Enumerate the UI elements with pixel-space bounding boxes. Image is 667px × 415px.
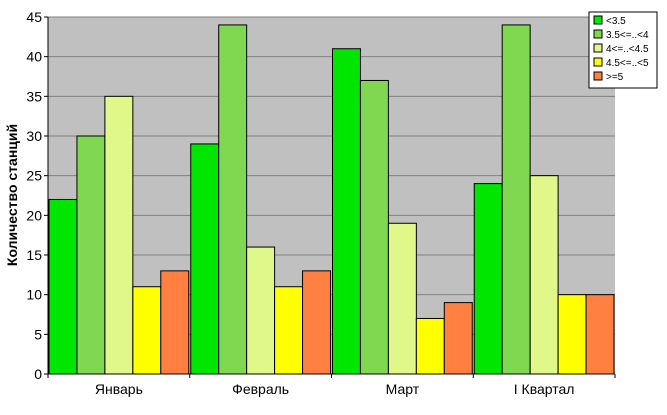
bar xyxy=(473,183,503,375)
bar xyxy=(332,48,361,375)
legend-swatch xyxy=(593,43,603,53)
y-tick-label: 30 xyxy=(26,128,42,144)
bar xyxy=(557,294,587,375)
bar xyxy=(48,198,78,375)
y-tick-label: 15 xyxy=(26,247,42,263)
bar xyxy=(76,135,106,375)
legend-swatch xyxy=(593,29,603,39)
y-tick-label: 5 xyxy=(34,326,42,342)
bar xyxy=(190,143,220,375)
bar xyxy=(274,286,304,375)
y-axis-ticks: 0 5 10 15 20 25 30 35 40 45 xyxy=(26,9,48,382)
bar xyxy=(585,294,615,375)
y-tick-label: 45 xyxy=(26,9,42,25)
legend-label: 3.5<=..<4 xyxy=(606,30,649,41)
legend-swatch xyxy=(593,57,603,67)
bar xyxy=(529,175,559,375)
x-tick-label: Январь xyxy=(95,381,143,397)
bar xyxy=(218,24,248,375)
y-tick-label: 10 xyxy=(26,287,42,303)
x-tick-label: Февраль xyxy=(232,381,289,397)
legend-swatch xyxy=(593,15,603,25)
x-tick-label: I Квартал xyxy=(514,381,575,397)
bar xyxy=(501,24,531,375)
legend-label: <3.5 xyxy=(606,16,626,27)
y-tick-label: 0 xyxy=(34,366,42,382)
y-tick-label: 35 xyxy=(26,88,42,104)
bar xyxy=(160,270,190,375)
y-axis-label: Количество станций xyxy=(4,124,20,266)
x-axis-labels: Январь Февраль Март I Квартал xyxy=(47,374,616,397)
bar xyxy=(104,95,134,375)
legend-label: >=5 xyxy=(606,72,624,83)
bars xyxy=(48,24,615,375)
y-tick-label: 25 xyxy=(26,168,42,184)
legend-swatch xyxy=(593,71,603,81)
legend-label: 4.5<=..<5 xyxy=(606,58,649,69)
legend: <3.5 3.5<=..<4 4<=..<4.5 4.5<=..<5 >=5 xyxy=(588,11,658,89)
bar xyxy=(443,302,473,375)
bar xyxy=(302,270,331,375)
bar xyxy=(387,222,417,375)
y-tick-label: 20 xyxy=(26,207,42,223)
x-tick-label: Март xyxy=(386,381,420,397)
y-tick-label: 40 xyxy=(26,49,42,65)
bar xyxy=(132,286,162,375)
bar xyxy=(359,79,389,375)
bar xyxy=(246,246,276,375)
bar xyxy=(415,317,445,375)
legend-label: 4<=..<4.5 xyxy=(606,44,649,55)
